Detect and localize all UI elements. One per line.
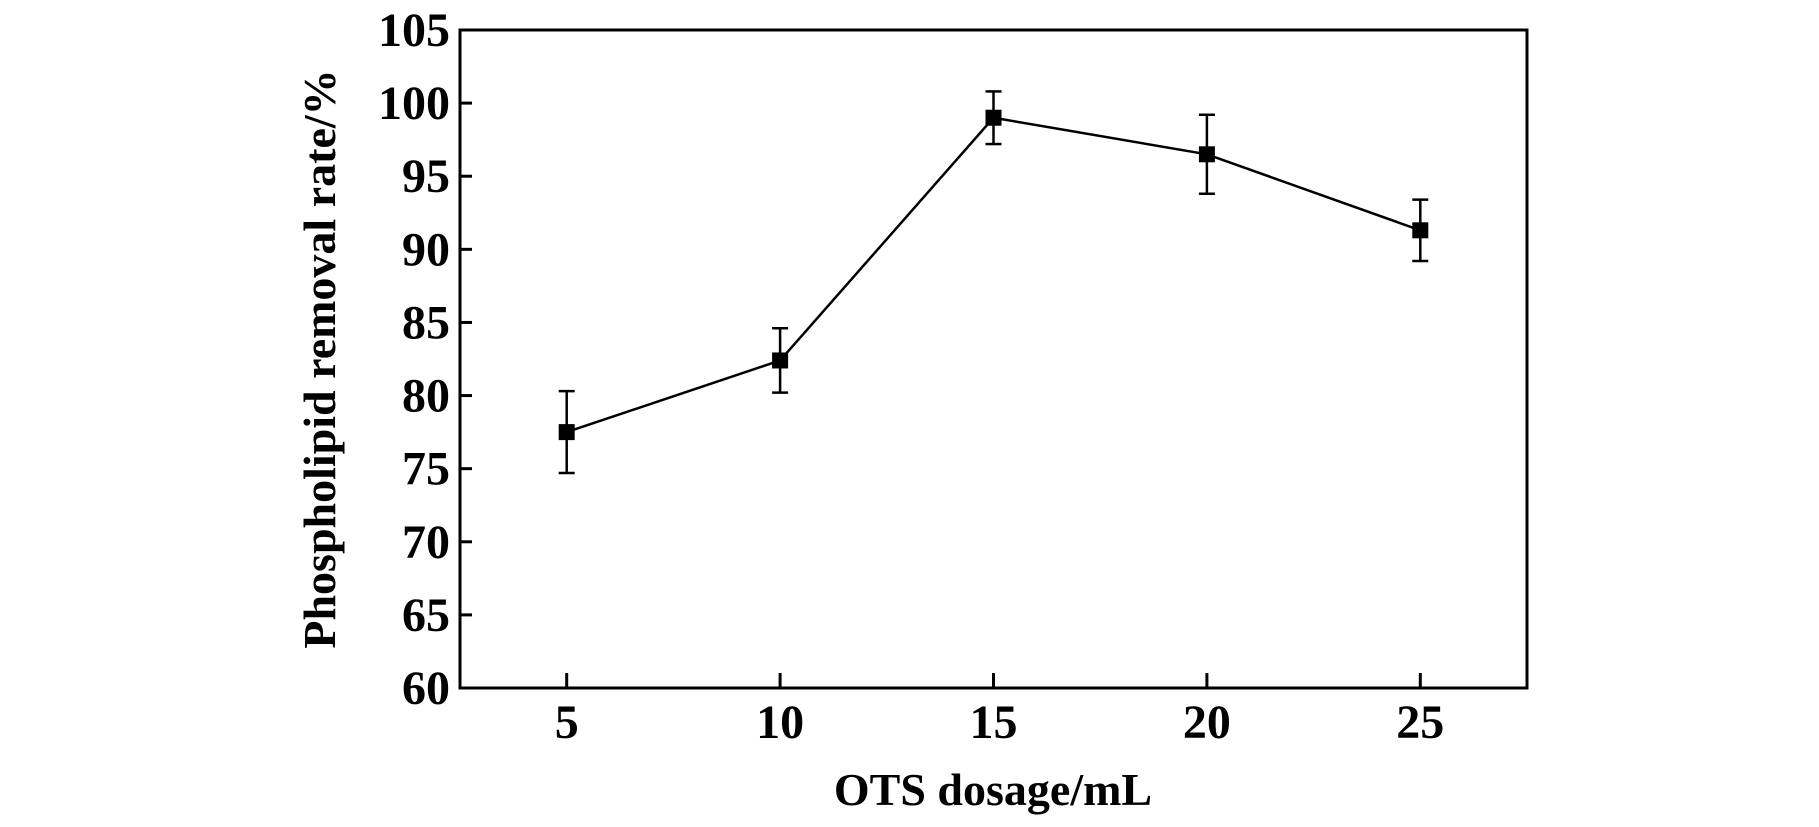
x-tick-label: 25	[1396, 696, 1444, 749]
y-tick-label: 105	[378, 4, 450, 57]
data-point	[1198, 146, 1215, 163]
data-point	[1412, 222, 1429, 239]
x-axis-label: OTS dosage/mL	[834, 764, 1152, 815]
x-tick-label: 20	[1183, 696, 1231, 749]
y-tick-label: 75	[402, 443, 450, 496]
x-tick-label: 5	[555, 696, 579, 749]
y-tick-label: 65	[402, 589, 450, 642]
x-tick-label: 10	[756, 696, 804, 749]
y-tick-label: 90	[402, 223, 450, 276]
y-tick-label: 100	[378, 77, 450, 130]
data-point	[985, 109, 1002, 126]
x-tick-label: 15	[970, 696, 1018, 749]
y-tick-label: 95	[402, 150, 450, 203]
series-line	[566, 116, 1421, 434]
y-tick-label: 85	[402, 296, 450, 349]
y-tick-label: 60	[402, 662, 450, 715]
y-tick-label: 80	[402, 370, 450, 423]
y-tick-label: 70	[402, 516, 450, 569]
y-axis-label: Phospholipid removal rate/%	[294, 69, 345, 648]
data-point	[772, 352, 789, 369]
data-point	[558, 424, 575, 441]
